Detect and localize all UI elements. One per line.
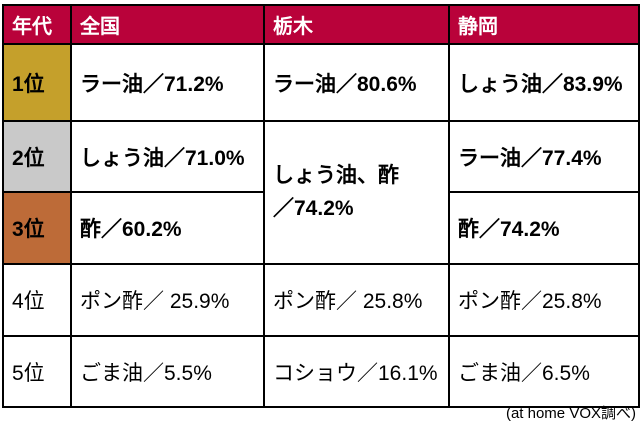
table-row-rank2: 2位 しょう油／71.0% しょう油、酢 ／74.2% ラー油／77.4% bbox=[2, 120, 640, 265]
value-cell-tochigi-4: ポン酢／ 25.8% bbox=[263, 263, 450, 337]
value-cell-shizuoka-2: ラー油／77.4% bbox=[448, 120, 640, 193]
value-cell-zenkoku-5: ごま油／5.5% bbox=[70, 335, 265, 408]
value-cell-zenkoku-3: 酢／60.2% bbox=[70, 191, 265, 265]
merged-cell-line1: しょう油、酢 bbox=[273, 163, 399, 187]
value-cell-tochigi-2-3-merged: しょう油、酢 ／74.2% bbox=[263, 120, 450, 265]
header-row: 年代 全国 栃木 静岡 bbox=[2, 4, 640, 45]
rank-cell-5: 5位 bbox=[2, 335, 72, 408]
value-cell-shizuoka-5: ごま油／6.5% bbox=[448, 335, 640, 408]
value-cell-shizuoka-4: ポン酢／25.8% bbox=[448, 263, 640, 337]
col-header-tochigi: 栃木 bbox=[263, 4, 450, 45]
col-header-shizuoka: 静岡 bbox=[448, 4, 640, 45]
col-header-zenkoku: 全国 bbox=[70, 4, 265, 45]
ranking-table: 年代 全国 栃木 静岡 1位 ラー油／71.2% ラー油／80.6% しょう油／… bbox=[2, 4, 640, 408]
rank-cell-1: 1位 bbox=[2, 43, 72, 122]
table-row-rank3: 3位 酢／60.2% 酢／74.2% bbox=[2, 191, 640, 265]
col-header-rank: 年代 bbox=[2, 4, 72, 45]
table-row-rank1: 1位 ラー油／71.2% ラー油／80.6% しょう油／83.9% bbox=[2, 43, 640, 122]
value-cell-shizuoka-3: 酢／74.2% bbox=[448, 191, 640, 265]
rank-cell-3: 3位 bbox=[2, 191, 72, 265]
rank-cell-2: 2位 bbox=[2, 120, 72, 193]
value-cell-tochigi-1: ラー油／80.6% bbox=[263, 43, 450, 122]
source-note: (at home VOX調べ) bbox=[505, 405, 636, 422]
value-cell-shizuoka-1: しょう油／83.9% bbox=[448, 43, 640, 122]
value-cell-zenkoku-2: しょう油／71.0% bbox=[70, 120, 265, 193]
merged-cell-line2: ／74.2% bbox=[273, 196, 354, 220]
table-row-rank4: 4位 ポン酢／ 25.9% ポン酢／ 25.8% ポン酢／25.8% bbox=[2, 263, 640, 337]
value-cell-zenkoku-1: ラー油／71.2% bbox=[70, 43, 265, 122]
rank-cell-4: 4位 bbox=[2, 263, 72, 337]
table-row-rank5: 5位 ごま油／5.5% コショウ／16.1% ごま油／6.5% bbox=[2, 335, 640, 408]
value-cell-tochigi-5: コショウ／16.1% bbox=[263, 335, 450, 408]
value-cell-zenkoku-4: ポン酢／ 25.9% bbox=[70, 263, 265, 337]
